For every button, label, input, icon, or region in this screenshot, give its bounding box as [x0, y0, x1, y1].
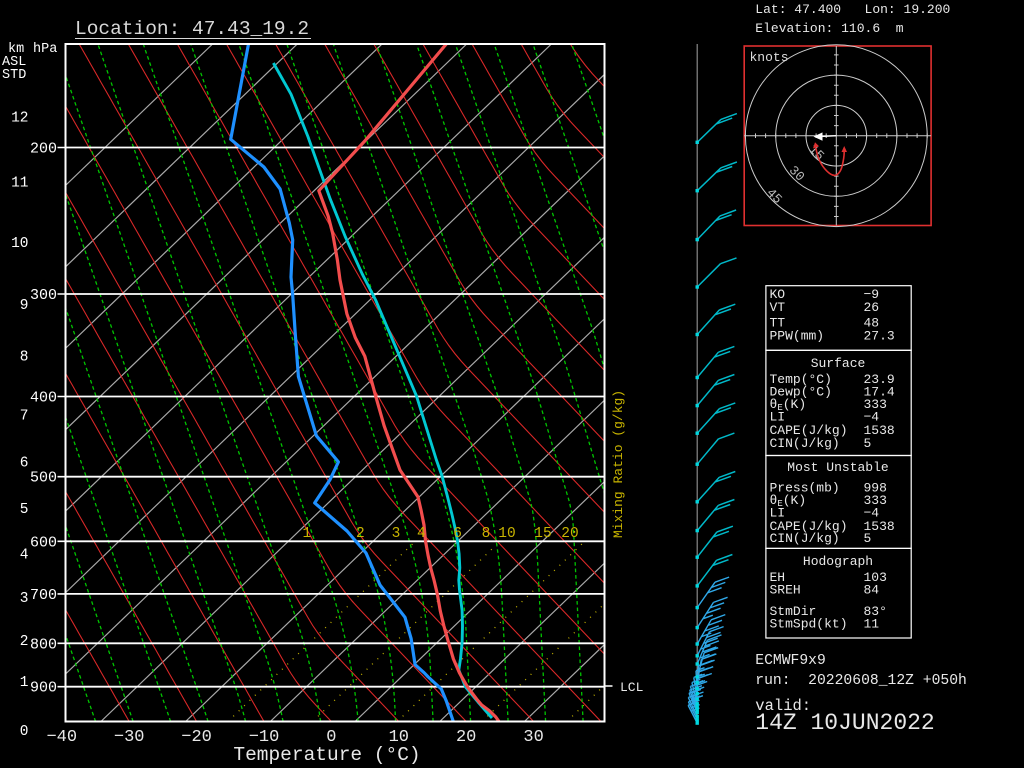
svg-text:26: 26: [864, 300, 880, 315]
svg-text:200: 200: [30, 141, 57, 158]
svg-text:Temp(°C): Temp(°C): [770, 372, 832, 387]
svg-text:7: 7: [20, 408, 29, 424]
svg-text:10: 10: [498, 526, 515, 542]
svg-text:6: 6: [453, 526, 462, 542]
svg-text:11: 11: [864, 617, 880, 632]
svg-text:2: 2: [20, 634, 29, 650]
svg-text:CIN(J/kg): CIN(J/kg): [770, 531, 840, 546]
svg-text:3: 3: [392, 526, 401, 542]
svg-text:km: km: [8, 42, 24, 57]
svg-text:6: 6: [20, 455, 29, 471]
svg-text:0: 0: [20, 724, 29, 740]
svg-text:ASL: ASL: [2, 55, 26, 70]
svg-text:Location: 47.43_19.2: Location: 47.43_19.2: [75, 18, 309, 40]
svg-text:1: 1: [303, 526, 312, 542]
svg-text:CAPE(J/kg): CAPE(J/kg): [770, 423, 848, 438]
svg-text:2: 2: [356, 526, 365, 542]
svg-text:14Z 10JUN2022: 14Z 10JUN2022: [755, 710, 934, 736]
svg-text:Hodograph: Hodograph: [803, 554, 873, 569]
svg-text:20: 20: [561, 526, 578, 542]
svg-text:−40: −40: [46, 728, 77, 747]
svg-text:9: 9: [20, 298, 29, 314]
svg-text:83°: 83°: [864, 604, 887, 619]
svg-text:300: 300: [30, 287, 57, 304]
svg-text:−9: −9: [864, 287, 880, 302]
svg-text:10: 10: [11, 236, 28, 252]
svg-text:SREH: SREH: [770, 583, 801, 598]
svg-text:−30: −30: [114, 728, 145, 747]
svg-text:17.4: 17.4: [864, 385, 895, 400]
svg-text:TT: TT: [770, 316, 786, 331]
svg-text:−20: −20: [181, 728, 212, 747]
svg-text:LI: LI: [770, 410, 786, 425]
svg-text:700: 700: [30, 587, 57, 604]
svg-text:ECMWF9x9: ECMWF9x9: [755, 653, 826, 669]
svg-text:1538: 1538: [864, 519, 895, 534]
svg-text:Press(mb): Press(mb): [770, 481, 840, 496]
svg-text:8: 8: [482, 526, 491, 542]
svg-text:Surface: Surface: [811, 356, 866, 371]
svg-text:CAPE(J/kg): CAPE(J/kg): [770, 519, 848, 534]
svg-text:333: 333: [864, 493, 887, 508]
svg-text:StmDir: StmDir: [770, 604, 817, 619]
svg-text:400: 400: [30, 390, 57, 407]
svg-text:0: 0: [326, 728, 336, 747]
svg-text:Elevation: 110.6 m: Elevation: 110.6 m: [755, 21, 903, 36]
svg-text:600: 600: [30, 534, 57, 551]
svg-text:500: 500: [30, 470, 57, 487]
svg-text:23.9: 23.9: [864, 372, 895, 387]
svg-text:10: 10: [389, 728, 409, 747]
svg-text:15: 15: [534, 526, 551, 542]
svg-text:Lat: 47.400 Lon: 19.200: Lat: 47.400 Lon: 19.200: [755, 2, 950, 17]
svg-text:CIN(J/kg): CIN(J/kg): [770, 436, 840, 451]
svg-text:Mixing Ratio (g/kg): Mixing Ratio (g/kg): [611, 390, 626, 538]
svg-text:STD: STD: [2, 68, 26, 83]
svg-text:−10: −10: [249, 728, 280, 747]
svg-text:StmSpd(kt): StmSpd(kt): [770, 617, 848, 632]
svg-text:20: 20: [456, 728, 476, 747]
svg-text:run: 20220608_12Z +050h: run: 20220608_12Z +050h: [755, 673, 967, 689]
svg-text:KO: KO: [770, 287, 786, 302]
svg-text:EH: EH: [770, 570, 786, 585]
svg-text:5: 5: [864, 531, 872, 546]
svg-text:333: 333: [864, 397, 887, 412]
svg-text:30: 30: [523, 728, 543, 747]
svg-text:1538: 1538: [864, 423, 895, 438]
svg-text:11: 11: [11, 175, 28, 191]
svg-text:4: 4: [417, 526, 426, 542]
svg-text:−4: −4: [864, 506, 880, 521]
svg-text:5: 5: [20, 502, 29, 518]
svg-text:5: 5: [864, 436, 872, 451]
svg-text:12: 12: [11, 111, 28, 127]
svg-text:48: 48: [864, 316, 880, 331]
svg-text:PPW(mm): PPW(mm): [770, 329, 825, 344]
svg-text:8: 8: [20, 349, 29, 365]
svg-text:valid:: valid:: [755, 697, 811, 715]
svg-text:−4: −4: [864, 410, 880, 425]
svg-text:3: 3: [20, 591, 29, 607]
svg-text:84: 84: [864, 583, 880, 598]
svg-text:800: 800: [30, 636, 57, 653]
svg-text:hPa: hPa: [33, 42, 57, 57]
svg-text:103: 103: [864, 570, 887, 585]
svg-text:Dewp(°C): Dewp(°C): [770, 385, 832, 400]
svg-text:knots: knots: [750, 50, 789, 65]
svg-text:LCL: LCL: [620, 680, 643, 695]
svg-text:Most Unstable: Most Unstable: [787, 460, 888, 475]
svg-text:998: 998: [864, 481, 887, 496]
svg-text:900: 900: [30, 680, 57, 697]
svg-text:4: 4: [20, 547, 29, 563]
svg-text:Temperature (°C): Temperature (°C): [233, 744, 420, 766]
svg-text:27.3: 27.3: [864, 329, 895, 344]
svg-text:VT: VT: [770, 300, 786, 315]
svg-text:LI: LI: [770, 506, 786, 521]
svg-text:1: 1: [20, 675, 29, 691]
